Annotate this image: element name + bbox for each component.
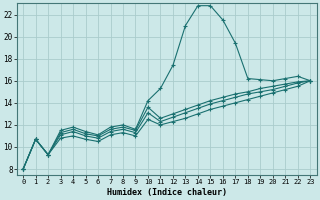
X-axis label: Humidex (Indice chaleur): Humidex (Indice chaleur) [107,188,227,197]
